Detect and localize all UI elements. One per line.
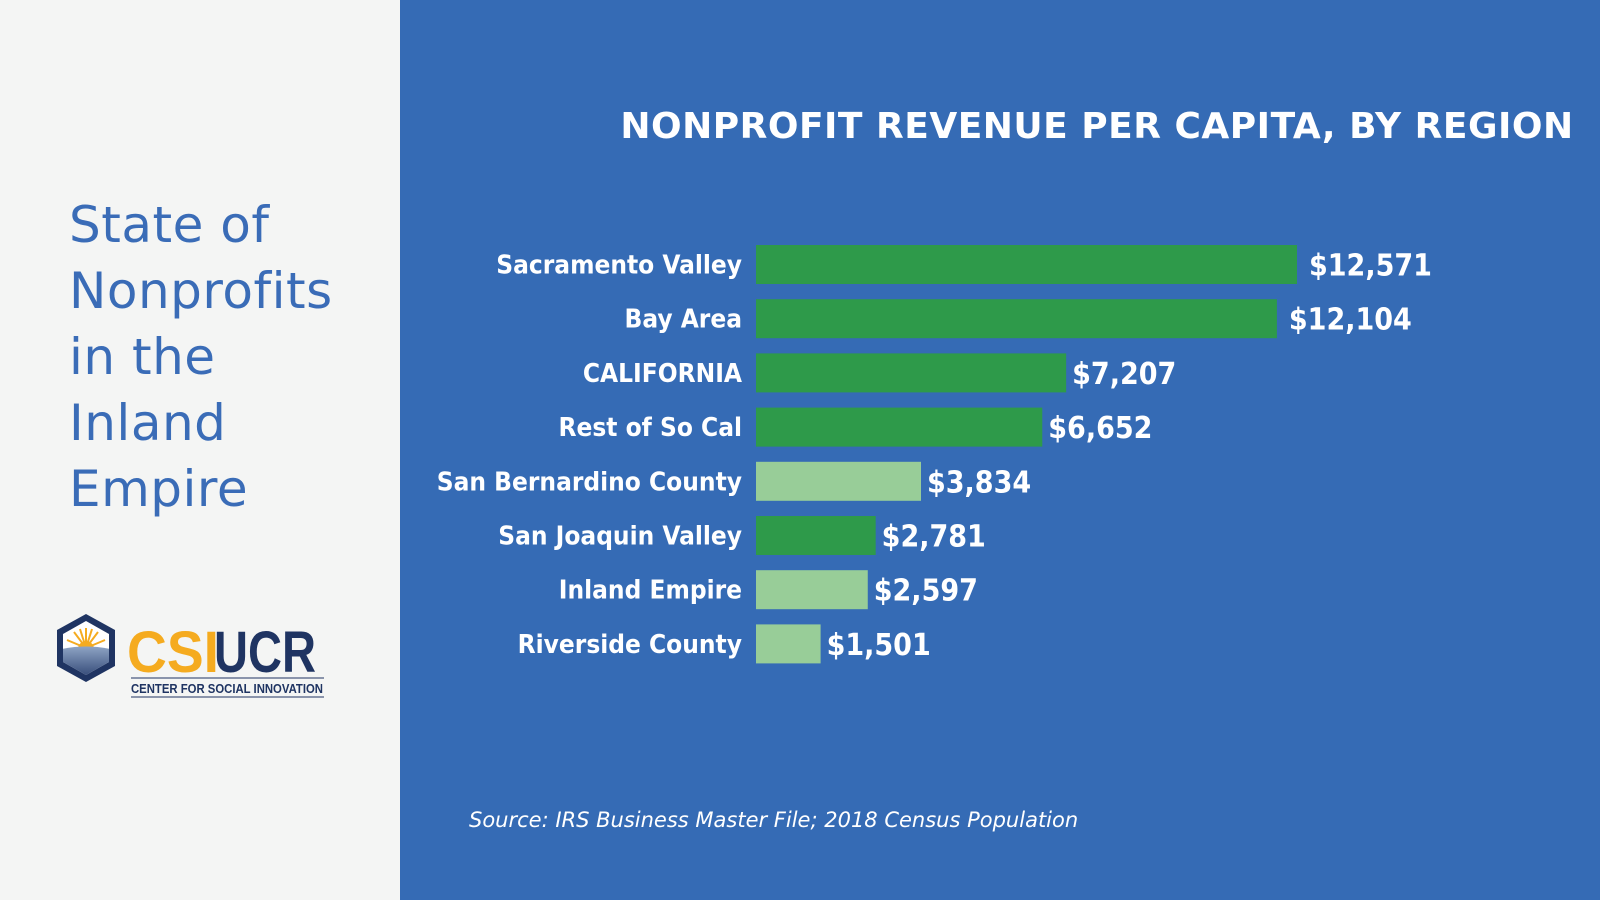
bar [756,299,1277,339]
category-label: San Joaquin Valley [498,522,742,552]
source-note: Source: IRS Business Master File; 2018 C… [469,808,1079,832]
bar [756,353,1067,393]
side-title: State of Nonprofits in the Inland Empire [69,192,333,522]
csi-ucr-logo: CSI UCR CENTER FOR SOCIAL INNOVATION [57,614,324,698]
svg-text:CENTER FOR SOCIAL INNOVATION: CENTER FOR SOCIAL INNOVATION [131,681,323,696]
bar [756,461,921,501]
category-label: Sacramento Valley [496,251,742,281]
value-label: $12,104 [1289,303,1412,338]
value-label: $2,597 [874,574,978,609]
bar [756,570,868,610]
category-label: Inland Empire [559,576,742,606]
category-label: Rest of So Cal [558,413,742,443]
category-label: CALIFORNIA [583,359,742,389]
title-line: in the [69,328,216,386]
bar [756,516,876,555]
title-line: Inland [69,394,227,452]
sidebar: State of Nonprofits in the Inland Empire… [0,0,400,900]
svg-text:UCR: UCR [214,620,316,685]
value-label: $2,781 [882,520,986,555]
bar [756,624,821,664]
svg-text:CSI: CSI [127,620,219,685]
bar [756,407,1043,447]
category-label: Riverside County [518,630,742,660]
title-line: Nonprofits [69,262,333,320]
title-line: State of [69,196,270,254]
value-label: $6,652 [1048,411,1152,446]
value-label: $12,571 [1309,249,1432,284]
category-label: San Bernardino County [437,467,742,497]
chart-panel [400,0,1600,900]
chart-title: NONPROFIT REVENUE PER CAPITA, BY REGION [620,106,1574,147]
value-label: $7,207 [1072,357,1176,392]
value-label: $3,834 [927,465,1031,500]
value-label: $1,501 [827,628,931,663]
title-line: Empire [69,460,249,518]
bar [756,245,1297,284]
category-label: Bay Area [625,305,742,335]
